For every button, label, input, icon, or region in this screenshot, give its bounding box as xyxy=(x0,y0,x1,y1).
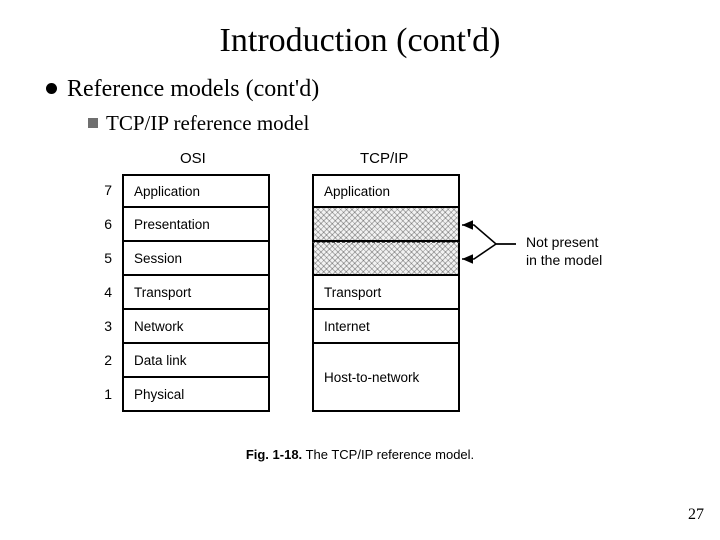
row-number: 3 xyxy=(96,318,112,334)
osi-layer-cell: Transport xyxy=(122,276,270,310)
tcpip-layer-cell: Application xyxy=(312,174,460,208)
tcpip-layer-cell: Internet xyxy=(312,310,460,344)
osi-layer-cell: Data link xyxy=(122,344,270,378)
circle-bullet-icon xyxy=(46,83,57,94)
row-number: 5 xyxy=(96,250,112,266)
tcpip-layer-cell: Host-to-network xyxy=(312,344,460,412)
figure-caption: Fig. 1-18. The TCP/IP reference model. xyxy=(80,447,640,462)
bullet-level1: Reference models (cont'd) xyxy=(46,76,692,103)
osi-layer-cell: Application xyxy=(122,174,270,208)
bullet2-text: TCP/IP reference model xyxy=(106,111,309,135)
osi-layer-cell: Network xyxy=(122,310,270,344)
figure-caption-text: The TCP/IP reference model. xyxy=(306,447,475,462)
tcpip-absent-cell xyxy=(312,208,460,242)
row-number: 2 xyxy=(96,352,112,368)
square-bullet-icon xyxy=(88,118,98,128)
diagram: OSI TCP/IP Not present in the model Fig.… xyxy=(80,146,640,466)
osi-layer-cell: Session xyxy=(122,242,270,276)
row-number: 6 xyxy=(96,216,112,232)
row-number: 4 xyxy=(96,284,112,300)
row-number: 1 xyxy=(96,386,112,402)
note-line1: Not present xyxy=(526,234,598,250)
page-number: 27 xyxy=(688,506,704,524)
bullet-level2: TCP/IP reference model xyxy=(88,111,692,136)
tcpip-absent-cell xyxy=(312,242,460,276)
note-line2: in the model xyxy=(526,252,602,268)
figure-number: Fig. 1-18. xyxy=(246,447,302,462)
osi-layer-cell: Physical xyxy=(122,378,270,412)
not-present-note: Not present in the model xyxy=(526,234,602,269)
tcpip-layer-cell: Transport xyxy=(312,276,460,310)
row-number: 7 xyxy=(96,182,112,198)
slide-title: Introduction (cont'd) xyxy=(28,22,692,60)
osi-layer-cell: Presentation xyxy=(122,208,270,242)
bullet1-text: Reference models (cont'd) xyxy=(67,76,319,102)
